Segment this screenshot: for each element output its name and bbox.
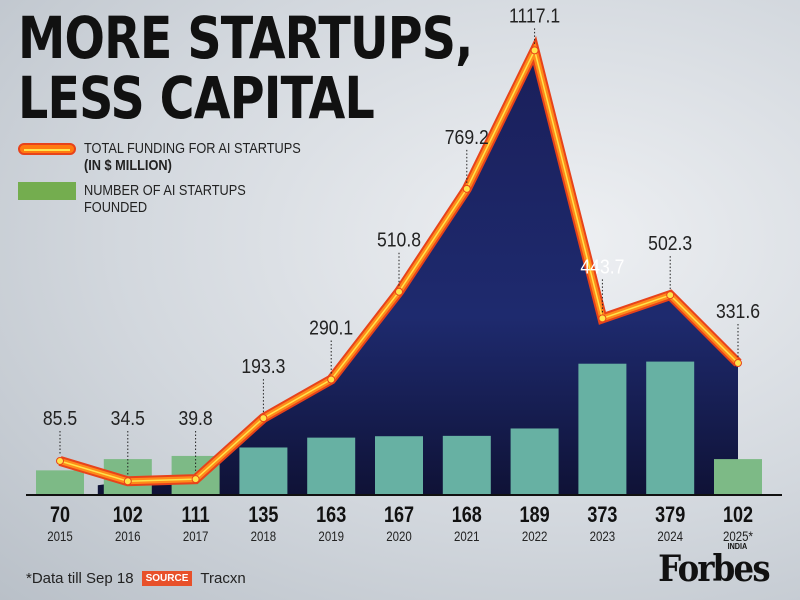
point-2016 <box>123 477 132 486</box>
startup-count-2023: 373 <box>587 503 617 527</box>
point-2020 <box>395 287 403 296</box>
chart-title: MORE STARTUPS, LESS CAPITAL <box>18 4 473 132</box>
forbes-logo: INDIA Forbes <box>658 542 770 590</box>
bar-2022 <box>510 428 559 495</box>
funding-label-2020: 510.8 <box>377 229 421 251</box>
bar-2021 <box>442 435 491 495</box>
source-name: Tracxn <box>200 570 246 587</box>
year-label-2024: 2024 <box>657 528 683 544</box>
funding-label-2023: 443.7 <box>580 255 624 277</box>
funding-label-2021: 769.2 <box>445 126 489 148</box>
year-label-2018: 2018 <box>251 528 277 544</box>
startup-count-2015: 70 <box>50 503 70 527</box>
point-2024 <box>666 291 675 300</box>
startup-count-2021: 168 <box>452 503 482 527</box>
legend-item-funding: TOTAL FUNDING FOR AI STARTUPS (IN $ MILLI… <box>18 140 339 174</box>
year-label-2025*: 2025* <box>723 528 753 544</box>
bar-2025* <box>714 459 762 495</box>
year-label-2023: 2023 <box>590 528 616 544</box>
year-label-2016: 2016 <box>115 528 141 544</box>
funding-label-2019: 290.1 <box>309 316 353 338</box>
point-2021 <box>462 184 471 193</box>
year-label-2021: 2021 <box>454 528 480 544</box>
legend-bar-swatch <box>18 182 76 200</box>
year-label-2022: 2022 <box>522 528 548 544</box>
bar-2018 <box>239 447 288 495</box>
point-2018 <box>259 414 268 423</box>
bar-2019 <box>307 437 356 495</box>
startup-count-2020: 167 <box>384 503 414 527</box>
point-2025* <box>734 359 742 368</box>
bar-2020 <box>375 436 423 495</box>
startup-count-2025*: 102 <box>723 503 753 527</box>
point-2015 <box>56 456 64 465</box>
funding-label-2016: 34.5 <box>111 407 145 429</box>
funding-label-2025*: 331.6 <box>716 300 760 322</box>
point-2017 <box>191 475 200 484</box>
bar-2015 <box>36 470 84 495</box>
year-label-2017: 2017 <box>183 528 209 544</box>
startup-count-2019: 163 <box>316 503 346 527</box>
legend-line-swatch <box>18 143 76 155</box>
startup-count-2016: 102 <box>113 503 143 527</box>
point-2023 <box>598 314 607 323</box>
funding-label-2017: 39.8 <box>178 407 212 429</box>
footer: *Data till Sep 18 SOURCE Tracxn <box>26 570 246 587</box>
source-tag: SOURCE <box>141 571 193 586</box>
startup-count-2018: 135 <box>248 503 278 527</box>
year-label-2015: 2015 <box>47 528 73 544</box>
funding-label-2024: 502.3 <box>648 232 692 254</box>
bar-2023 <box>578 363 627 495</box>
year-label-2019: 2019 <box>318 528 344 544</box>
funding-label-2022: 1117.1 <box>509 4 560 26</box>
legend: TOTAL FUNDING FOR AI STARTUPS (IN $ MILLI… <box>18 140 339 224</box>
point-2022 <box>530 46 539 55</box>
bar-2024 <box>646 361 695 495</box>
funding-label-2015: 85.5 <box>43 407 77 429</box>
startup-count-2022: 189 <box>520 503 550 527</box>
funding-label-2018: 193.3 <box>241 355 285 377</box>
point-2019 <box>327 375 336 384</box>
startup-count-2017: 111 <box>182 503 210 527</box>
startup-count-2024: 379 <box>655 503 685 527</box>
year-label-2020: 2020 <box>386 528 412 544</box>
funding-area-fill <box>97 50 739 496</box>
footnote: *Data till Sep 18 <box>26 570 134 587</box>
legend-item-startups: NUMBER OF AI STARTUPS FOUNDED <box>18 182 339 216</box>
